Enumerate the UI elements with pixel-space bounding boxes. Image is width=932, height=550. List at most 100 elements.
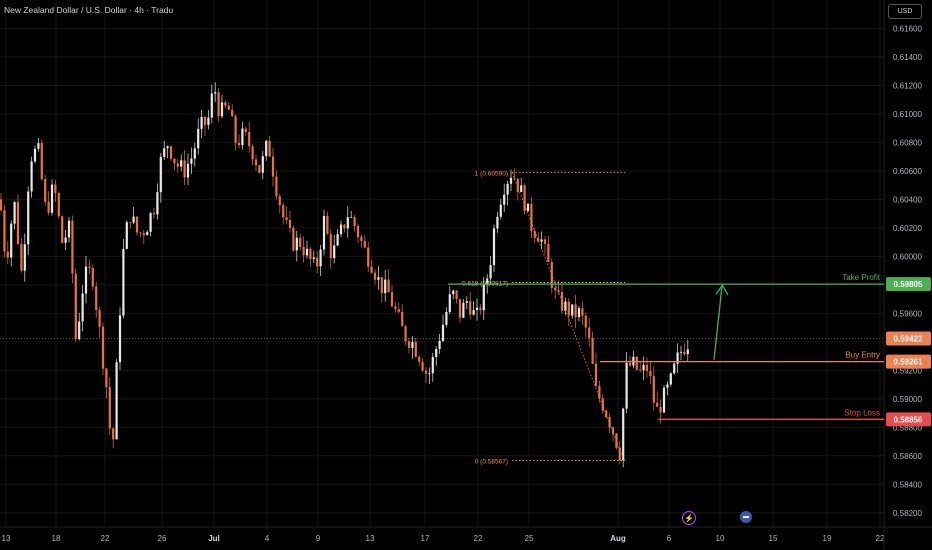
price-tag-text: 0.59805 bbox=[894, 280, 923, 289]
y-tick-label: 0.60400 bbox=[893, 195, 922, 204]
candle-body bbox=[142, 233, 145, 236]
price-tag-stop-loss bbox=[886, 412, 931, 427]
candle-body bbox=[91, 268, 94, 287]
candle-body bbox=[183, 160, 186, 178]
candle-body bbox=[64, 237, 67, 243]
candle-body bbox=[455, 290, 458, 300]
lightning-icon[interactable]: ⚡ bbox=[682, 511, 696, 525]
candle-body bbox=[588, 327, 591, 339]
candle-body bbox=[108, 387, 111, 429]
candle-body bbox=[384, 279, 387, 294]
candle-body bbox=[669, 373, 672, 385]
candle-body bbox=[567, 301, 570, 316]
candle-body bbox=[44, 179, 47, 202]
candle-body bbox=[472, 310, 475, 315]
candle-body bbox=[652, 376, 655, 403]
candle-body bbox=[333, 245, 336, 259]
candle-body bbox=[305, 248, 309, 256]
x-tick-label: 13 bbox=[366, 534, 375, 543]
candle-body bbox=[645, 364, 649, 372]
candle-body bbox=[163, 148, 166, 157]
x-tick-label: 22 bbox=[474, 534, 483, 543]
candle-body bbox=[186, 163, 190, 178]
candle-body bbox=[322, 215, 326, 250]
candle-body bbox=[394, 306, 397, 310]
candle-body bbox=[356, 226, 360, 238]
candle-body bbox=[105, 368, 108, 388]
candle-body bbox=[618, 447, 621, 461]
candle-body bbox=[129, 222, 132, 224]
candle-body bbox=[475, 307, 479, 311]
x-tick-label: 17 bbox=[421, 534, 430, 543]
candle-body bbox=[309, 248, 312, 259]
candle-body bbox=[78, 321, 81, 340]
level-label-stop-loss: Stop Loss bbox=[844, 408, 880, 417]
y-tick-label: 0.58400 bbox=[893, 480, 922, 489]
candle-body bbox=[469, 301, 472, 315]
candle-body bbox=[367, 247, 370, 267]
candle-body bbox=[465, 301, 468, 303]
y-tick-label: 0.58200 bbox=[893, 509, 922, 518]
x-tick-label: 9 bbox=[316, 534, 321, 543]
y-tick-label: 0.61600 bbox=[893, 24, 922, 33]
candle-body bbox=[71, 220, 74, 274]
candle-body bbox=[557, 290, 560, 293]
candle-body bbox=[350, 217, 353, 218]
candle-body bbox=[74, 273, 77, 340]
candle-body bbox=[135, 216, 139, 233]
candle-body bbox=[251, 146, 254, 160]
x-tick-label: 19 bbox=[823, 534, 832, 543]
candle-body bbox=[659, 406, 662, 413]
x-tick-label: 18 bbox=[52, 534, 61, 543]
fib-label-0: 0 (0.58567) bbox=[475, 458, 508, 465]
level-label-buy-entry: Buy Entry bbox=[845, 351, 880, 360]
candle-body bbox=[234, 116, 237, 143]
candle-body bbox=[176, 163, 179, 167]
y-tick-label: 0.59000 bbox=[893, 395, 922, 404]
candle-body bbox=[217, 92, 220, 117]
candle-body bbox=[547, 243, 550, 262]
candle-body bbox=[523, 185, 526, 212]
candle-body bbox=[319, 249, 322, 267]
candle-body bbox=[292, 227, 295, 251]
candle-body bbox=[601, 398, 604, 411]
candle-body bbox=[554, 287, 557, 291]
candle-body bbox=[363, 240, 366, 248]
candle-body bbox=[520, 185, 523, 192]
candle-body bbox=[95, 286, 98, 310]
candle-body bbox=[193, 148, 196, 159]
candle-body bbox=[679, 351, 683, 353]
x-tick-label: Aug bbox=[610, 534, 626, 543]
candle-body bbox=[584, 315, 587, 328]
candle-body bbox=[397, 309, 400, 312]
candle-body bbox=[316, 257, 319, 267]
y-tick-label: 0.58600 bbox=[893, 452, 922, 461]
candle-body bbox=[673, 363, 676, 374]
candle-body bbox=[448, 294, 451, 312]
x-tick-label: 26 bbox=[158, 534, 167, 543]
currency-button[interactable]: USD bbox=[888, 4, 922, 19]
flag-icon[interactable]: ▬ bbox=[740, 511, 752, 523]
candle-body bbox=[57, 193, 60, 217]
candle-body bbox=[302, 246, 305, 256]
candle-body bbox=[625, 362, 628, 409]
candle-body bbox=[458, 299, 462, 318]
candle-body bbox=[275, 176, 278, 197]
x-tick-label: 10 bbox=[716, 534, 725, 543]
candle-body bbox=[61, 216, 64, 243]
candle-body bbox=[390, 292, 394, 307]
symbol-title[interactable]: New Zealand Dollar / U.S. Dollar · 4h · … bbox=[4, 5, 174, 15]
candle-body bbox=[537, 237, 540, 242]
candle-body bbox=[278, 196, 281, 206]
candle-body bbox=[159, 156, 162, 193]
candle-body bbox=[540, 239, 543, 242]
candle-body bbox=[594, 363, 598, 386]
candle-body bbox=[122, 248, 125, 316]
candle-body bbox=[346, 217, 349, 229]
candle-body bbox=[295, 237, 298, 251]
candle-body bbox=[224, 102, 227, 106]
candle-body bbox=[125, 222, 128, 249]
candle-body bbox=[16, 202, 20, 244]
candle-body bbox=[33, 148, 37, 162]
